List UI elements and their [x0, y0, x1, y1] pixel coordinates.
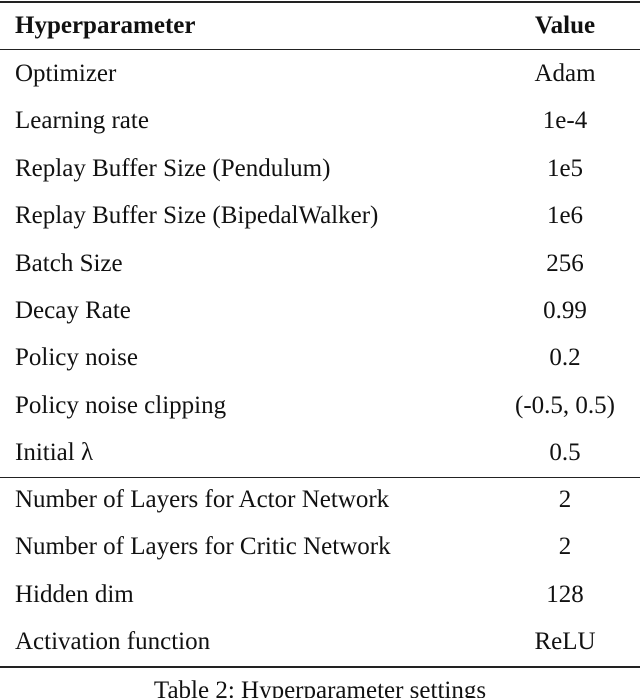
param-cell: Policy noise: [15, 344, 138, 372]
param-cell: Decay Rate: [15, 297, 131, 324]
value-cell: 128: [546, 580, 584, 608]
top-rule: [0, 1, 640, 3]
value-cell: 1e6: [546, 202, 584, 230]
param-cell: Initial λ: [15, 439, 94, 467]
table-caption: Table 2: Hyperparameter settings: [153, 677, 487, 698]
param-cell: Policy noise clipping: [15, 391, 227, 419]
value-cell: (-0.5, 0.5): [515, 391, 615, 419]
value-cell: 0.99: [543, 297, 587, 324]
param-cell: Activation function: [15, 628, 211, 656]
value-cell: 1e5: [546, 154, 584, 182]
header-cell: Value: [534, 12, 596, 39]
param-cell: Replay Buffer Size (Pendulum): [15, 154, 331, 182]
param-cell: Learning rate: [15, 107, 149, 135]
param-cell: Replay Buffer Size (BipedalWalker): [15, 202, 379, 230]
param-cell: Batch Size: [15, 249, 123, 277]
param-cell: Number of Layers for Actor Network: [15, 486, 390, 513]
value-cell: 0.5: [549, 439, 581, 467]
header-cell: Hyperparameter: [15, 12, 196, 39]
value-cell: Adam: [534, 60, 596, 87]
value-cell: 2: [558, 533, 572, 561]
param-cell: Optimizer: [15, 60, 117, 87]
group-rule: [0, 477, 640, 478]
bottom-rule: [0, 666, 640, 668]
header-rule: [0, 49, 640, 50]
value-cell: 256: [546, 249, 584, 277]
param-cell: Hidden dim: [15, 580, 134, 608]
value-cell: ReLU: [534, 628, 596, 656]
value-cell: 0.2: [549, 344, 581, 372]
value-cell: 2: [558, 486, 572, 513]
value-cell: 1e-4: [542, 107, 588, 135]
param-cell: Number of Layers for Critic Network: [15, 533, 391, 561]
